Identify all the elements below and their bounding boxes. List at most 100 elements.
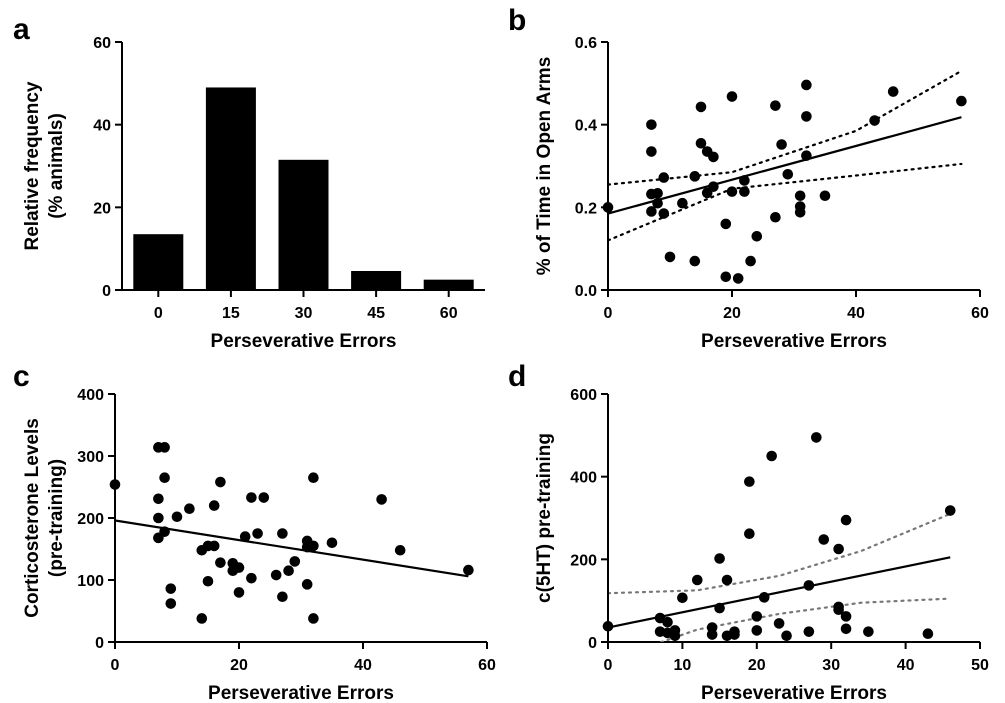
x-tick-label: 60 (971, 305, 989, 322)
data-point (833, 543, 844, 555)
x-axis-title: Perseverative Errors (701, 331, 887, 352)
x-axis-title: Perseverative Errors (701, 683, 887, 703)
data-point (664, 251, 676, 263)
data-point (394, 544, 406, 556)
x-axis-title: Perseverative Errors (208, 683, 394, 703)
data-point (869, 115, 880, 126)
data-point (956, 95, 967, 107)
panel-letter-a: a (13, 13, 30, 46)
data-point (215, 476, 226, 488)
data-point (714, 553, 725, 564)
data-point (326, 537, 338, 549)
data-point (729, 629, 740, 640)
x-tick-label: 0 (111, 657, 120, 674)
regression-line (607, 116, 962, 215)
y-tick-label: 60 (93, 35, 111, 52)
data-point (744, 476, 755, 487)
data-point (801, 111, 812, 122)
x-tick-label: 20 (230, 657, 248, 674)
x-tick-label: 40 (847, 305, 865, 322)
y-tick-label: 0.6 (575, 35, 597, 52)
bar-15 (205, 87, 256, 290)
y-tick-label: 0.2 (575, 200, 597, 217)
regression-line (114, 519, 469, 578)
data-point (751, 625, 763, 636)
data-point (677, 197, 688, 209)
data-point (739, 186, 750, 197)
data-point (202, 575, 214, 587)
y-axis-title-line: Relative frequency (22, 81, 43, 250)
data-point (277, 528, 288, 539)
x-tick-label: 40 (354, 657, 372, 674)
y-axis-title: c(5HT) pre-training (534, 433, 555, 603)
data-point (270, 569, 282, 581)
data-point (646, 146, 657, 157)
data-point (726, 91, 738, 102)
y-tick-label: 40 (93, 118, 111, 135)
data-point (803, 626, 815, 637)
y-tick-label: 400 (77, 387, 104, 404)
data-point (801, 150, 812, 161)
chart-panel-c: 0 20 40 60 0 100 200 300 400 Perseverative Errors… (22, 387, 496, 703)
x-tick-label: 40 (897, 657, 915, 674)
data-point (863, 626, 874, 637)
data-point (773, 618, 785, 629)
data-point (165, 598, 177, 609)
x-tick-label: 60 (478, 657, 496, 674)
data-point (159, 442, 170, 453)
data-point (646, 119, 657, 130)
bar-60 (423, 279, 474, 290)
panel-letter-c: c (13, 360, 30, 393)
x-tick-label: 50 (971, 657, 989, 674)
ci-upper-curve (608, 69, 963, 186)
y-tick-label: 0 (102, 283, 111, 300)
data-point (159, 472, 170, 484)
y-tick-label: 600 (570, 387, 597, 404)
data-point (153, 512, 164, 524)
chart-panel-a: 0 15 30 45 60 0 20 40 60 Perseverative Errors Rela… (22, 35, 485, 352)
data-point (714, 602, 725, 614)
data-point (308, 540, 319, 552)
data-point (708, 151, 719, 163)
x-tick-label: 20 (748, 657, 766, 674)
data-point (819, 190, 831, 202)
data-point (233, 587, 245, 598)
data-point (840, 623, 852, 635)
y-axis-title-line: (% animals) (46, 113, 67, 219)
data-point (744, 528, 755, 540)
y-tick-label: 0 (95, 635, 104, 652)
chart-panel-d: 0 10 20 30 40 50 0 200 400 600 Perseverative Error… (534, 387, 989, 703)
data-point (658, 208, 670, 219)
data-point (215, 557, 226, 568)
data-point (301, 579, 313, 590)
data-point (766, 450, 777, 462)
data-point (463, 564, 474, 576)
data-point (695, 101, 707, 113)
data-point (277, 591, 288, 603)
data-point (184, 503, 195, 514)
regression-line (607, 556, 951, 629)
y-tick-label: 200 (570, 552, 597, 569)
x-tick-label: 0 (604, 657, 613, 674)
x-axis-title: Perseverative Errors (211, 331, 397, 352)
data-point (770, 211, 781, 223)
data-point (745, 255, 756, 267)
data-point (165, 583, 177, 594)
data-point (732, 273, 744, 284)
data-point (283, 565, 294, 576)
x-tick-label: 15 (222, 305, 240, 322)
data-point (818, 534, 830, 545)
data-point (751, 611, 763, 622)
data-point (308, 472, 319, 484)
data-point (695, 137, 707, 149)
data-point (721, 574, 733, 586)
data-point (689, 255, 701, 267)
x-tick-label: 45 (367, 305, 385, 322)
data-point (706, 629, 718, 640)
data-point (239, 531, 251, 542)
x-tick-label: 0 (154, 305, 163, 322)
data-point (840, 514, 852, 526)
data-point (708, 181, 719, 192)
data-point (677, 592, 688, 604)
